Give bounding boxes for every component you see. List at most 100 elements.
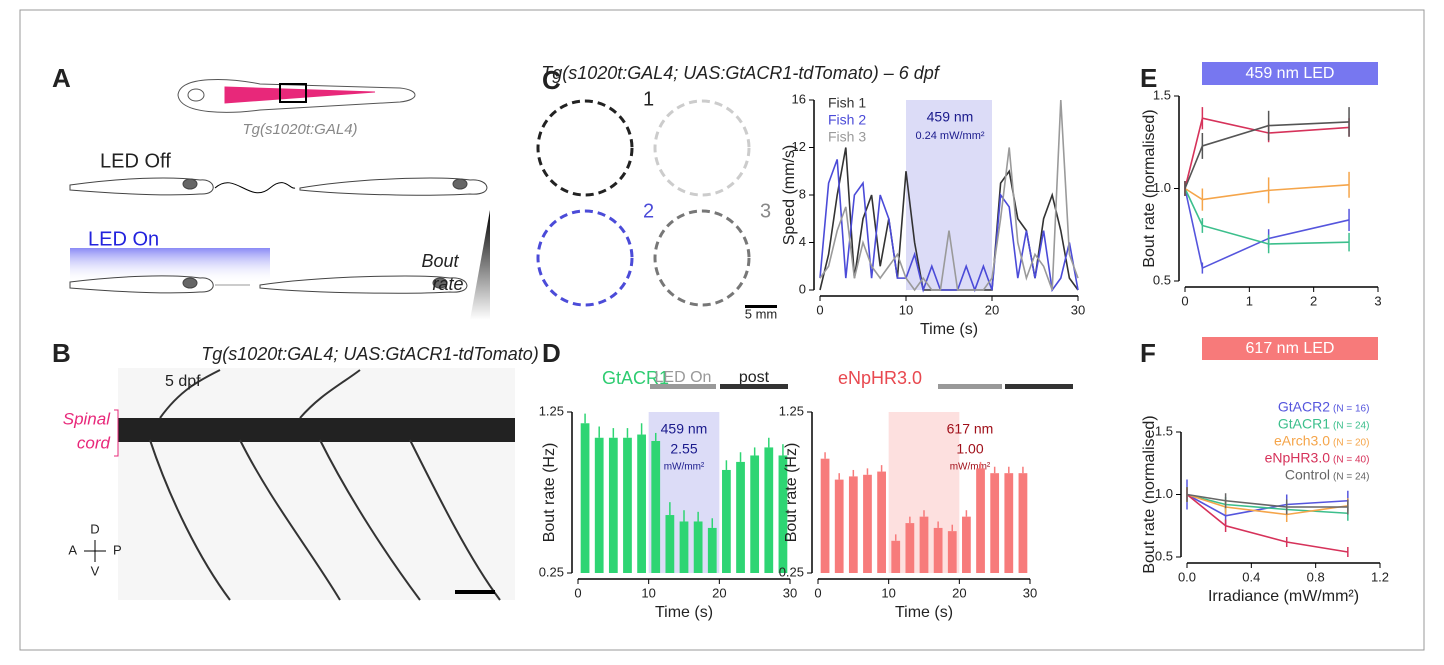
x-tick-label: 1.2 [1371, 569, 1389, 584]
bar [933, 527, 943, 573]
bar [1018, 473, 1028, 573]
fish-illustration [177, 79, 416, 113]
y-axis-label: Bout rate (Hz) [541, 443, 558, 543]
y-tick-label: 8 [799, 186, 806, 201]
series-line [1184, 184, 1350, 201]
y-axis-label: Bout rate (Hz) [783, 443, 800, 543]
x-tick-label: 20 [712, 585, 726, 600]
bar [834, 479, 844, 573]
y-tick-label: 1.25 [779, 403, 804, 418]
header-box [1202, 62, 1378, 85]
legend-label: Control [1285, 467, 1330, 483]
x-tick-label: 0.0 [1178, 569, 1196, 584]
bar [848, 476, 858, 573]
bar [665, 515, 675, 573]
bar [679, 521, 689, 573]
panel-letter: D [542, 338, 561, 368]
series-line [1184, 188, 1350, 245]
series-line [819, 159, 1079, 293]
bar [651, 440, 661, 573]
y-axis-label: Speed (mm/s) [781, 145, 798, 245]
legend-n-label: (N = 24) [1333, 421, 1369, 432]
direction-label: V [91, 563, 100, 578]
bar [905, 523, 915, 573]
series-line [1184, 121, 1350, 189]
bar [693, 521, 703, 573]
y-tick-label: 16 [792, 91, 806, 106]
genotype: Tg(s1020t:GAL4) [242, 121, 357, 138]
header-box [1202, 337, 1378, 360]
legend-label: GtACR1 [1278, 416, 1330, 432]
series-line [1184, 117, 1350, 189]
y-tick-label: 0 [799, 281, 806, 296]
y-tick-label: 1.5 [1155, 423, 1173, 438]
bar [707, 527, 717, 573]
y-tick-label: 1.0 [1155, 486, 1173, 501]
bar [820, 458, 830, 573]
fish-illustration [69, 275, 468, 294]
y-tick-label: 1.5 [1153, 87, 1171, 102]
chart-title: 617 nm LED [1246, 340, 1335, 357]
x-axis-label: Irradiance (mW/mm²) [1208, 588, 1359, 605]
bar [764, 447, 774, 573]
bar [877, 471, 886, 573]
x-tick-label: 0 [816, 302, 823, 317]
y-tick-label: 0.5 [1155, 548, 1173, 563]
frame [19, 9, 1425, 651]
period-bar [938, 384, 1002, 389]
bracket [114, 409, 119, 457]
x-tick-label: 0 [574, 585, 581, 600]
bout-rate-label: Bout [421, 251, 459, 271]
annotation: 1.00 [956, 441, 983, 457]
x-tick-label: 20 [985, 302, 999, 317]
series-line [1186, 493, 1348, 515]
fish-illustration [69, 177, 488, 196]
x-tick-label: 3 [1374, 293, 1381, 308]
y-tick-label: 1.0 [1153, 180, 1171, 195]
x-tick-label: 10 [899, 302, 913, 317]
legend-n-label: (N = 40) [1333, 455, 1369, 466]
bar [863, 474, 872, 573]
panel-letter: A [52, 63, 71, 93]
microscopy-image [118, 368, 515, 601]
period-bar [1005, 384, 1073, 389]
x-tick-label: 30 [1071, 302, 1085, 317]
x-tick-label: 0.4 [1242, 569, 1260, 584]
x-tick-label: 0 [814, 585, 821, 600]
bar [637, 434, 646, 573]
legend-n-label: (N = 24) [1333, 472, 1369, 483]
scale-bar [745, 305, 777, 308]
series-line [819, 99, 1079, 292]
legend-label: GtACR2 [1278, 399, 1330, 415]
annotation: 459 nm [927, 109, 974, 125]
bar [891, 540, 901, 573]
condition-label: LED Off [100, 150, 171, 172]
y-tick-label: 0.5 [1153, 272, 1171, 287]
y-axis-label: Bout rate (normalised) [1141, 415, 1158, 573]
y-tick-label: 4 [799, 234, 806, 249]
period-label: post [739, 369, 770, 386]
annotation: mW/mm² [950, 462, 991, 473]
legend-label: Fish 3 [828, 129, 866, 145]
period-bar [720, 384, 788, 389]
x-tick-label: 10 [641, 585, 655, 600]
x-axis-label: Time (s) [920, 321, 978, 338]
y-axis-label: Bout rate (normalised) [1141, 109, 1158, 267]
bar [990, 473, 1000, 573]
series-line [1186, 493, 1348, 516]
bar [608, 437, 618, 573]
bout-rate-label: rate [432, 274, 463, 294]
fish-number: 1 [643, 88, 654, 110]
annotation: 2.55 [670, 441, 697, 457]
period-bar [650, 384, 716, 389]
annotation: 459 nm [661, 421, 708, 437]
x-axis-label: Time (s) [895, 604, 953, 621]
panel-letter: B [52, 338, 71, 368]
panel-letter: E [1140, 63, 1157, 93]
panel-letter: C [542, 65, 561, 95]
bar [976, 468, 985, 573]
age-label: 5 dpf [165, 373, 201, 390]
bar [722, 469, 731, 573]
bar [736, 461, 745, 573]
direction-label: A [68, 542, 77, 557]
